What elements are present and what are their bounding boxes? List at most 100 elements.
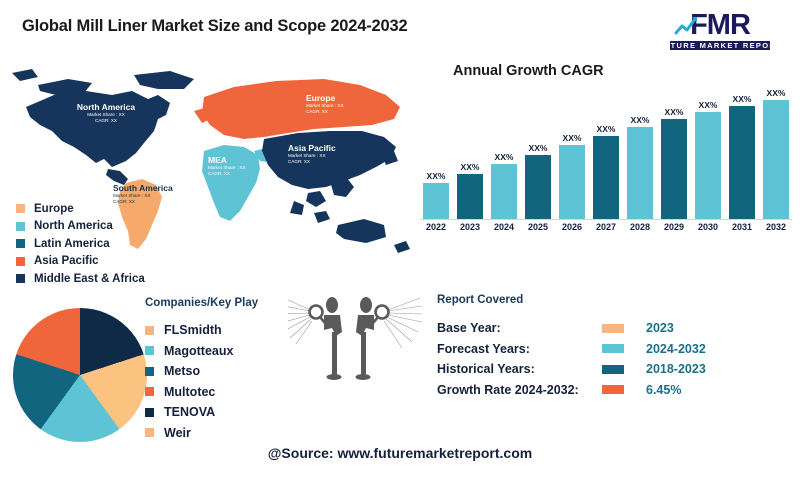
- bar-column: XX%: [422, 86, 450, 219]
- legend-swatch-icon: [145, 407, 154, 417]
- svg-text:FUTURE MARKET REPORT: FUTURE MARKET REPORT: [658, 41, 782, 50]
- bar-rect: [457, 174, 483, 219]
- bar-value-label: XX%: [460, 162, 480, 172]
- bar-value-label: XX%: [732, 94, 752, 104]
- map-region-europe: [194, 79, 400, 139]
- magnifier-lens-icon: [308, 304, 324, 320]
- bar-column: XX%: [592, 86, 620, 219]
- x-axis-tick-label: 2024: [493, 222, 515, 232]
- bar-rect: [729, 106, 755, 219]
- svg-text:FMR: FMR: [690, 9, 751, 41]
- x-axis-tick-label: 2026: [561, 222, 583, 232]
- companies-title: Companies/Key Play: [145, 297, 259, 309]
- company-legend-item: Magotteaux: [145, 341, 295, 362]
- bar-rect: [661, 119, 687, 219]
- world-map-svg: [12, 69, 410, 253]
- bar-value-label: XX%: [630, 115, 650, 125]
- companies-legend: Companies/Key Play FLSmidth Magotteaux M…: [145, 297, 295, 443]
- report-covered-title: Report Covered: [437, 294, 524, 306]
- bar-column: XX%: [660, 86, 688, 219]
- x-axis-tick-label: 2023: [459, 222, 481, 232]
- researcher-figure-right: [355, 297, 423, 380]
- shadow-shape: [355, 374, 371, 380]
- growth-arrow-icon: [674, 17, 697, 35]
- bar-value-label: XX%: [766, 88, 786, 98]
- x-axis-tick-label: 2031: [731, 222, 753, 232]
- bar-value-label: XX%: [562, 133, 582, 143]
- region-legend-item: North America: [16, 218, 226, 236]
- region-legend-item: Europe: [16, 200, 226, 218]
- bar-column: XX%: [728, 86, 756, 219]
- region-legend-item: Asia Pacific: [16, 253, 226, 271]
- x-axis-tick-label: 2029: [663, 222, 685, 232]
- bar-value-label: XX%: [528, 143, 548, 153]
- bar-column: XX%: [762, 86, 790, 219]
- bar-rect: [559, 145, 585, 219]
- companies-pie-chart: [13, 308, 147, 442]
- legend-swatch-icon: [16, 256, 25, 266]
- head-shape: [326, 297, 338, 313]
- region-legend: Europe North America Latin America Asia …: [16, 200, 226, 288]
- company-legend-item: Multotec: [145, 382, 295, 403]
- shadow-shape: [326, 374, 342, 380]
- bar-value-label: XX%: [426, 171, 446, 181]
- x-axis-tick-label: 2027: [595, 222, 617, 232]
- legend-swatch-icon: [145, 325, 154, 335]
- legend-swatch-icon: [16, 274, 25, 284]
- legend-swatch-icon: [145, 387, 154, 397]
- company-legend-item: FLSmidth: [145, 320, 295, 341]
- bar-value-label: XX%: [664, 107, 684, 117]
- legend-swatch-icon: [602, 344, 624, 354]
- legend-swatch-icon: [145, 346, 154, 356]
- bar-value-label: XX%: [596, 124, 616, 134]
- legend-swatch-icon: [145, 428, 154, 438]
- torso-shape: [324, 315, 342, 336]
- x-axis-tick-label: 2022: [425, 222, 447, 232]
- legend-swatch-icon: [602, 323, 624, 333]
- region-legend-item: Middle East & Africa: [16, 270, 226, 288]
- bar-rect: [695, 112, 721, 219]
- x-axis-tick-label: 2028: [629, 222, 651, 232]
- map-region-north-america: [12, 69, 194, 167]
- bar-column: XX%: [456, 86, 484, 219]
- fmr-logo: FMR FUTURE MARKET REPORT: [656, 8, 784, 52]
- bar-rect: [525, 155, 551, 219]
- bar-rect: [593, 136, 619, 219]
- bar-rect: [763, 100, 789, 219]
- pie-graphic: [13, 308, 147, 442]
- x-axis-tick-label: 2030: [697, 222, 719, 232]
- company-legend-item: Metso: [145, 361, 295, 382]
- chart-x-axis-labels: 2022 2023 2024 2025 2026 2027 2028 2029 2030 2031…: [420, 222, 792, 232]
- x-axis-tick-label: 2032: [765, 222, 787, 232]
- bar-rect: [491, 164, 517, 219]
- report-covered-row: Forecast Years: 2024-2032: [437, 341, 706, 356]
- company-legend-item: TENOVA: [145, 402, 295, 423]
- researchers-illustration: [283, 292, 423, 407]
- legend-swatch-icon: [145, 366, 154, 376]
- region-legend-item: Latin America: [16, 235, 226, 253]
- researcher-figure-left: [283, 297, 342, 380]
- bar-value-label: XX%: [698, 100, 718, 110]
- logo-graphic: FMR FUTURE MARKET REPORT: [658, 9, 782, 50]
- report-covered-panel: Report Covered Base Year: 2023 Forecast …: [437, 294, 767, 400]
- bar-column: XX%: [524, 86, 552, 219]
- bar-column: XX%: [490, 86, 518, 219]
- leg-shape: [361, 332, 366, 375]
- report-covered-row: Growth Rate 2024-2032: 6.45%: [437, 382, 682, 397]
- legend-swatch-icon: [16, 239, 25, 249]
- head-shape: [360, 297, 372, 313]
- chart-title: Annual Growth CAGR: [453, 63, 604, 79]
- chart-axis-line: [420, 219, 792, 220]
- leg-shape: [332, 332, 337, 375]
- company-legend-item: Weir: [145, 423, 295, 444]
- legend-swatch-icon: [16, 204, 25, 214]
- legend-swatch-icon: [602, 364, 624, 374]
- magnifier-rays-icon: [283, 297, 313, 345]
- x-axis-tick-label: 2025: [527, 222, 549, 232]
- report-covered-row: Historical Years: 2018-2023: [437, 362, 706, 377]
- report-covered-row: Base Year: 2023: [437, 321, 674, 336]
- magnifier-lens-icon: [374, 304, 390, 320]
- page-title: Global Mill Liner Market Size and Scope …: [22, 17, 408, 35]
- map-region-asia-pacific: [262, 131, 410, 253]
